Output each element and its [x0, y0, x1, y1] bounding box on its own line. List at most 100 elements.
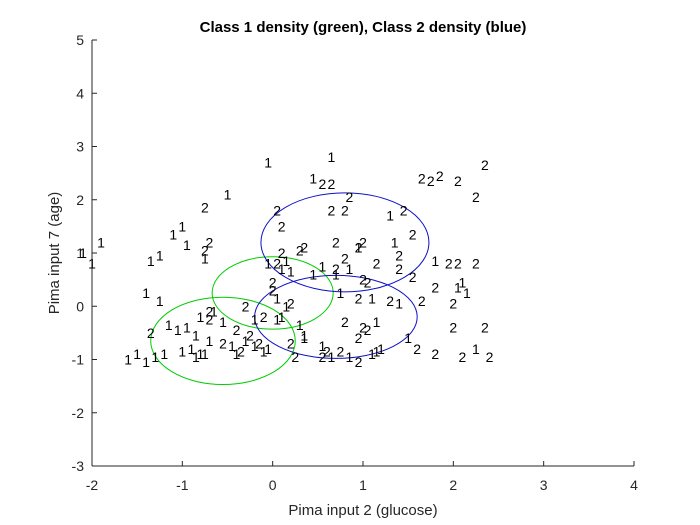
- y-tick-label: 5: [76, 32, 84, 48]
- class1-point-label: 1: [431, 253, 439, 269]
- class1-point-label: 1: [273, 312, 281, 328]
- class2-point-label: 2: [364, 274, 372, 290]
- class2-point-label: 2: [287, 296, 295, 312]
- class1-point-label: 1: [296, 317, 304, 333]
- class2-point-label: 2: [246, 328, 254, 344]
- class1-point-label: 1: [264, 341, 272, 357]
- class1-point-label: 1: [282, 298, 290, 314]
- class2-density-contour: [260, 192, 430, 293]
- class2-point-label: 2: [300, 240, 308, 256]
- class1-point-label: 1: [228, 338, 236, 354]
- class1-point-label: 1: [327, 349, 335, 365]
- class2-point-label: 2: [206, 304, 214, 320]
- class1-point-label: 1: [346, 349, 354, 365]
- class2-point-label: 2: [341, 314, 349, 330]
- class2-point-label: 2: [386, 293, 394, 309]
- class2-point-label: 2: [481, 320, 489, 336]
- class1-point-label: 1: [251, 312, 259, 328]
- class2-point-label: 2: [269, 274, 277, 290]
- y-tick-label: 0: [76, 298, 84, 314]
- class2-point-label: 2: [355, 330, 363, 346]
- class1-point-label: 1: [264, 256, 272, 272]
- class2-point-label: 2: [427, 173, 435, 189]
- class2-point-label: 2: [409, 226, 417, 242]
- class1-point-label: 1: [201, 346, 209, 362]
- class1-point-label: 1: [318, 258, 326, 274]
- x-tick-label: -2: [86, 477, 99, 493]
- class1-point-label: 1: [458, 274, 466, 290]
- class1-density-contour: [211, 256, 334, 330]
- class2-point-label: 2: [206, 234, 214, 250]
- class2-point-label: 2: [296, 242, 304, 258]
- class1-point-label: 1: [368, 290, 376, 306]
- class1-point-label: 1: [404, 330, 412, 346]
- class2-point-label: 2: [255, 336, 263, 352]
- class2-point-label: 2: [395, 261, 403, 277]
- x-tick-label: 4: [630, 477, 638, 493]
- class1-point-label: 1: [300, 330, 308, 346]
- class2-point-label: 2: [332, 234, 340, 250]
- x-tick-label: -1: [176, 477, 189, 493]
- class2-point-label: 2: [355, 354, 363, 370]
- class1-point-label: 1: [373, 314, 381, 330]
- class2-point-label: 2: [486, 349, 494, 365]
- class1-point-label: 1: [373, 344, 381, 360]
- class2-point-label: 2: [323, 344, 331, 360]
- class1-point-label: 1: [192, 349, 200, 365]
- class2-point-label: 2: [449, 320, 457, 336]
- class1-point-label: 1: [282, 253, 290, 269]
- y-tick-label: 2: [76, 192, 84, 208]
- class2-point-label: 2: [327, 202, 335, 218]
- class1-point-label: 1: [472, 341, 480, 357]
- y-tick-label: -2: [72, 405, 85, 421]
- class2-point-label: 2: [445, 256, 453, 272]
- class1-point-label: 1: [386, 208, 394, 224]
- class1-point-label: 1: [147, 253, 155, 269]
- class2-point-label: 2: [260, 309, 268, 325]
- class2-point-label: 2: [237, 344, 245, 360]
- class2-point-label: 2: [219, 336, 227, 352]
- class2-point-label: 2: [201, 200, 209, 216]
- class1-point-label: 1: [391, 234, 399, 250]
- class1-point-label: 1: [210, 304, 218, 320]
- class2-point-label: 2: [472, 256, 480, 272]
- class2-point-label: 2: [431, 280, 439, 296]
- class2-point-label: 2: [436, 168, 444, 184]
- class2-point-label: 2: [318, 349, 326, 365]
- class1-point-label: 1: [174, 322, 182, 338]
- class1-point-label: 1: [187, 341, 195, 357]
- class1-point-label: 1: [133, 346, 141, 362]
- class1-point-label: 1: [264, 154, 272, 170]
- class1-point-label: 1: [142, 285, 150, 301]
- class1-point-label: 1: [355, 240, 363, 256]
- class2-point-label: 2: [341, 250, 349, 266]
- class2-point-label: 2: [287, 336, 295, 352]
- class1-point-label: 1: [151, 349, 159, 365]
- class1-point-label: 1: [192, 328, 200, 344]
- class1-point-label: 1: [178, 344, 186, 360]
- class1-point-label: 1: [463, 285, 471, 301]
- class2-point-label: 2: [431, 346, 439, 362]
- class2-point-label: 2: [458, 349, 466, 365]
- class1-point-label: 1: [156, 293, 164, 309]
- class2-point-label: 2: [337, 344, 345, 360]
- class1-point-label: 1: [183, 320, 191, 336]
- y-tick-label: 1: [76, 245, 84, 261]
- class2-point-label: 2: [359, 320, 367, 336]
- class2-point-label: 2: [346, 189, 354, 205]
- y-ticks: -3 -2 -1 0 1 2 3 4 5: [72, 32, 97, 474]
- class2-point-label: 2: [454, 256, 462, 272]
- class2-point-label: 2: [409, 269, 417, 285]
- class1-point-label: 1: [160, 346, 168, 362]
- class2-point-label: 2: [318, 176, 326, 192]
- class1-density-contour: [150, 296, 296, 386]
- class1-point-label: 1: [206, 333, 214, 349]
- y-tick-label: 4: [76, 85, 84, 101]
- class2-point-label: 2: [341, 202, 349, 218]
- class1-point-label: 1: [197, 309, 205, 325]
- class2-point-label: 2: [273, 202, 281, 218]
- class1-point-label: 1: [201, 250, 209, 266]
- class1-point-label: 1: [395, 296, 403, 312]
- x-tick-label: 2: [449, 477, 457, 493]
